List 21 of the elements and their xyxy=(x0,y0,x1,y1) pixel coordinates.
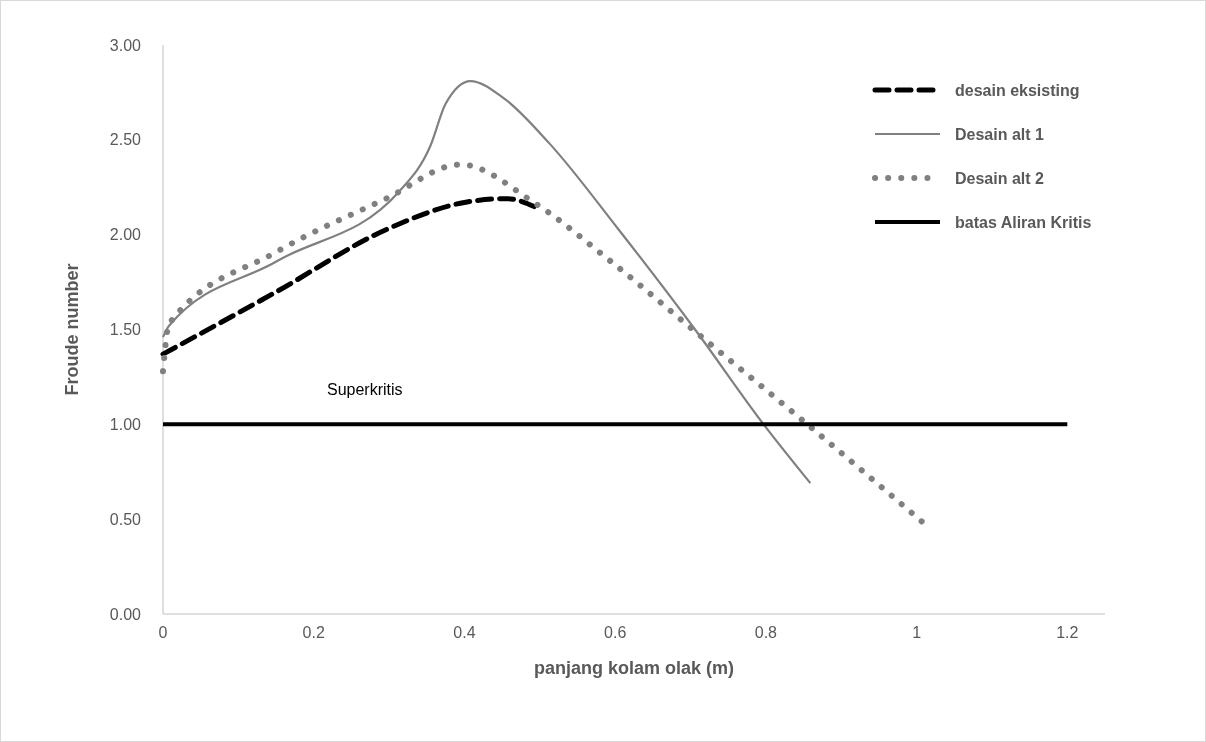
y-tick-label: 1.50 xyxy=(109,321,142,339)
y-tick-label: 3.00 xyxy=(109,36,142,54)
annotation: Superkritis xyxy=(327,381,403,398)
legend-label: desain eksisting xyxy=(955,81,1080,99)
x-tick-label: 1.2 xyxy=(1056,624,1079,641)
y-tick-label: 0.50 xyxy=(109,510,142,528)
y-tick-label: 1.00 xyxy=(109,415,142,433)
y-tick-label: 0.00 xyxy=(109,605,142,623)
y-tick-label: 2.50 xyxy=(109,131,142,149)
legend-label: Desain alt 1 xyxy=(955,125,1045,143)
x-axis-title: panjang kolam olak (m) xyxy=(533,658,735,678)
x-tick-label: 0.2 xyxy=(302,624,325,641)
y-axis-title: Froude number xyxy=(62,263,82,396)
x-tick-label: 1 xyxy=(912,624,922,641)
x-tick-label: 0 xyxy=(158,624,168,641)
legend-label: batas Aliran Kritis xyxy=(955,213,1092,231)
legend-label: Desain alt 2 xyxy=(955,169,1045,187)
x-tick-label: 0.4 xyxy=(453,624,476,641)
y-tick-label: 2.00 xyxy=(109,226,142,244)
x-tick-label: 0.8 xyxy=(754,624,778,641)
x-tick-label: 0.6 xyxy=(604,624,627,641)
